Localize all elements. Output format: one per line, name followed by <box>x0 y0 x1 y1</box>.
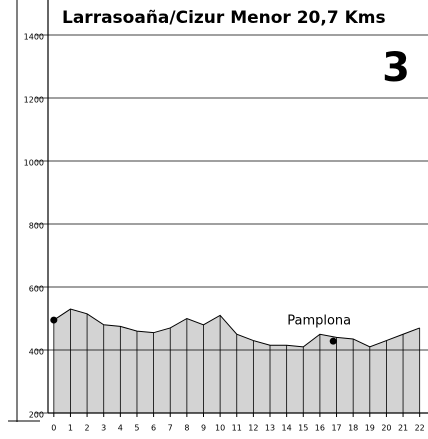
x-tick-label: 21 <box>398 424 408 433</box>
x-tick-label: 19 <box>365 424 375 433</box>
marker <box>329 337 337 345</box>
x-tick-label: 15 <box>298 424 308 433</box>
x-tick-label: 4 <box>118 424 123 433</box>
x-tick-label: 8 <box>184 424 189 433</box>
x-tick-label: 0 <box>51 424 56 433</box>
x-tick-label: 13 <box>265 424 275 433</box>
x-tick-label: 7 <box>168 424 173 433</box>
plot-area: 0 1 2 3 4 5 6 7 8 9 10 11 12 13 14 15 16 17 18 19 20 21 22 <box>50 308 425 433</box>
y-tick-label: 400 <box>29 348 44 357</box>
x-tick-label: 20 <box>381 424 391 433</box>
x-tick-label: 18 <box>348 424 358 433</box>
y-tick-label: 1200 <box>24 96 44 105</box>
y-tick-label: 1000 <box>24 159 44 168</box>
y-tick-label: 800 <box>29 222 44 231</box>
x-tick-label: 22 <box>415 424 425 433</box>
x-tick-label: 2 <box>85 424 90 433</box>
x-tick-label: 3 <box>101 424 106 433</box>
marker-label: Pamplona <box>287 314 351 329</box>
profile-line <box>53 308 420 348</box>
x-tick-label: 5 <box>134 424 139 433</box>
x-tick-label: 6 <box>151 424 156 433</box>
x-tick-label: 9 <box>201 424 206 433</box>
x-tick-label: 17 <box>331 424 341 433</box>
stage-number: 3 <box>382 45 410 91</box>
x-tick-label: 11 <box>232 424 242 433</box>
marker <box>50 316 58 324</box>
x-tick-label: 12 <box>248 424 258 433</box>
y-tick-label: 600 <box>29 285 44 294</box>
x-tick-label: 16 <box>315 424 325 433</box>
y-tick-label: 1400 <box>24 33 44 42</box>
x-tick-label: 14 <box>282 424 292 433</box>
chart-title: Larrasoaña/Cizur Menor 20,7 Kms <box>62 8 386 28</box>
x-tick-label: 10 <box>215 424 225 433</box>
y-tick-label: 200 <box>29 411 44 420</box>
x-tick-label: 1 <box>68 424 73 433</box>
